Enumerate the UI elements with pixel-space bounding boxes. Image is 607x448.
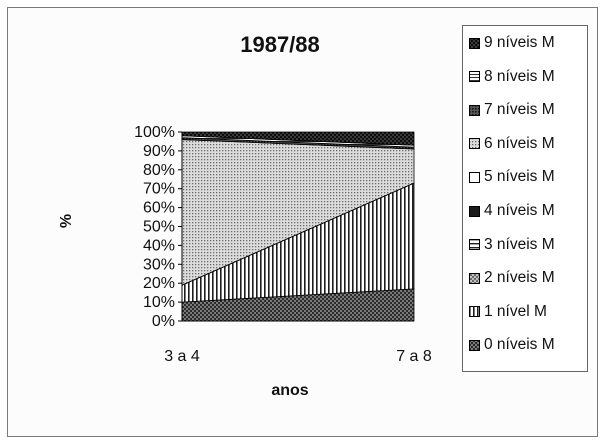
legend-label: 1 nível M (484, 302, 547, 320)
legend-swatch (469, 205, 480, 217)
ticks-layer: 0% 10% 20% 30% 40%50% 60% 70% 80% 90% 100% 3 a 4 7 … (134, 124, 432, 365)
legend-label: 7 níveis M (484, 101, 555, 119)
legend-item: 1 nível M (469, 303, 547, 321)
legend-swatch (469, 171, 480, 183)
legend-item: 0 níveis M (469, 336, 555, 354)
legend-item: 4 níveis M (469, 202, 555, 220)
y-tick-label: 40% (143, 237, 175, 254)
legend-label: 2 níveis M (484, 269, 555, 287)
y-tick-label: 100% (134, 124, 175, 141)
legend-item: 7 níveis M (469, 101, 555, 119)
y-tick-label: 20% (143, 275, 175, 292)
legend-label: 0 níveis M (484, 336, 555, 354)
legend-label: 4 níveis M (484, 202, 555, 219)
legend-item: 3 níveis M (469, 236, 555, 254)
legend-swatch (469, 272, 480, 284)
legend-swatch (469, 71, 480, 83)
areas-layer (181, 131, 415, 322)
y-tick-label: 90% (143, 143, 175, 160)
legend-label: 6 níveis M (484, 134, 555, 152)
legend-item: 5 níveis M (469, 168, 555, 186)
x-tick-label: 3 a 4 (164, 348, 200, 365)
y-tick-label: 50% (143, 219, 175, 236)
legend-label: 3 níveis M (484, 235, 555, 253)
legend-item: 2 níveis M (469, 269, 555, 287)
legend-label: 8 níveis M (484, 67, 555, 85)
x-axis-title: anos (271, 382, 309, 399)
y-tick-label: 0% (152, 313, 175, 330)
legend-swatch (469, 239, 480, 251)
legend-item: 6 níveis M (469, 135, 555, 153)
legend: 9 níveis M 8 níveis M 7 níveis M 6 níveis M… (462, 25, 588, 372)
axes-layer (178, 131, 414, 322)
legend-label: 9 níveis M (484, 34, 555, 51)
legend-item: 8 níveis M (469, 68, 555, 86)
y-tick-label: 30% (143, 256, 175, 273)
legend-swatch (469, 37, 480, 49)
legend-swatch (469, 138, 480, 150)
legend-item: 9 níveis M (469, 34, 555, 52)
y-tick-label: 80% (143, 162, 175, 179)
legend-swatch (469, 306, 480, 318)
y-tick-label: 10% (143, 294, 175, 311)
y-tick-label: 70% (143, 181, 175, 198)
y-tick-label: 60% (143, 200, 175, 217)
legend-label: 5 níveis M (484, 168, 555, 186)
legend-swatch (469, 339, 480, 351)
x-tick-label: 7 a 8 (396, 348, 432, 365)
chart-title: 1987/88 (240, 32, 320, 57)
legend-swatch (469, 104, 480, 116)
